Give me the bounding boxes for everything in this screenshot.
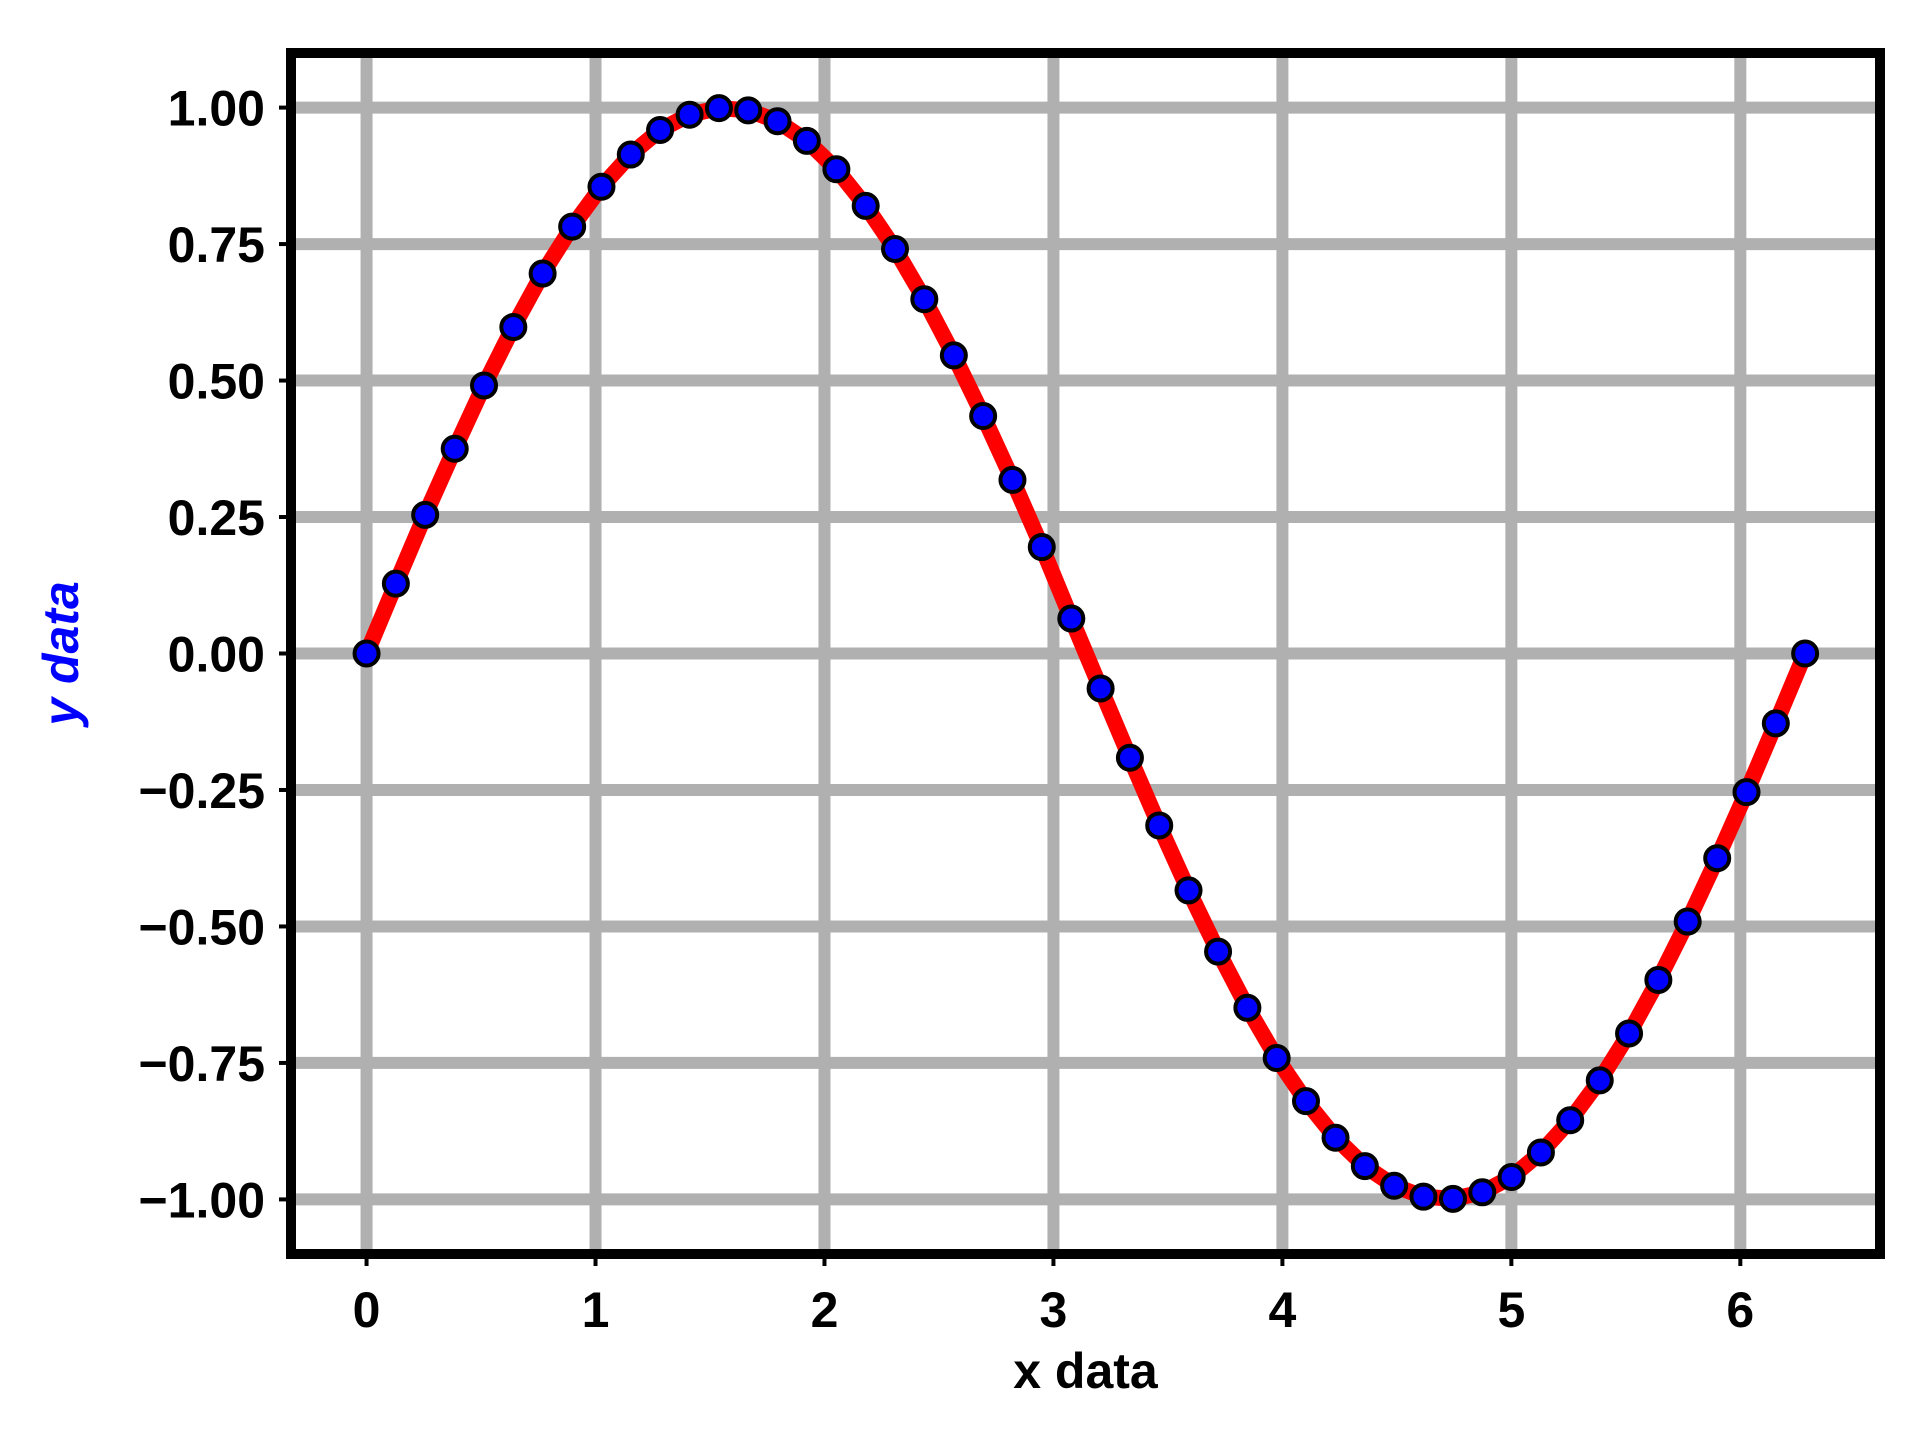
data-point — [792, 126, 821, 155]
x-tick-label: 6 — [1726, 1282, 1754, 1338]
data-point — [939, 341, 968, 370]
data-point — [1791, 639, 1820, 668]
data-point — [998, 465, 1027, 494]
data-point — [881, 234, 910, 263]
data-point — [1556, 1106, 1585, 1135]
y-tick-label: −0.50 — [138, 899, 265, 955]
data-point — [1468, 1178, 1497, 1207]
y-tick-label: 0.75 — [168, 217, 265, 273]
data-point — [969, 402, 998, 431]
data-point — [440, 434, 469, 463]
y-tick-label: −0.25 — [138, 763, 265, 819]
data-point — [1057, 604, 1086, 633]
data-point — [1732, 778, 1761, 807]
data-point — [1380, 1171, 1409, 1200]
data-point — [470, 371, 499, 400]
data-point — [528, 259, 557, 288]
data-point — [1321, 1123, 1350, 1152]
data-point — [499, 313, 528, 342]
y-tick-label: 1.00 — [168, 81, 265, 137]
x-tick-label: 0 — [353, 1282, 381, 1338]
data-point — [1615, 1019, 1644, 1048]
data-point — [1086, 674, 1115, 703]
x-tick-label: 1 — [582, 1282, 610, 1338]
data-point — [1644, 965, 1673, 994]
y-axis-label: y data — [33, 581, 89, 729]
data-point — [1761, 709, 1790, 738]
data-point — [851, 191, 880, 220]
data-point — [616, 140, 645, 169]
y-tick-label: 0.00 — [168, 627, 265, 683]
x-axis-label: x data — [1013, 1343, 1159, 1399]
data-point — [704, 94, 733, 123]
data-point — [763, 107, 792, 136]
data-point — [1350, 1152, 1379, 1181]
data-point — [910, 285, 939, 314]
data-point — [1673, 907, 1702, 936]
data-point — [1174, 876, 1203, 905]
data-point — [1585, 1066, 1614, 1095]
data-point — [734, 96, 763, 125]
ticks — [279, 105, 1743, 1266]
x-tick-label: 2 — [811, 1282, 839, 1338]
data-point — [381, 569, 410, 598]
x-tick-label: 3 — [1040, 1282, 1068, 1338]
tick-labels: 0 1 2 3 4 5 6 1.00 0.75 0.50 0.25 0.00 −0.25 −0.50 −0.… — [138, 81, 1754, 1338]
data-point — [352, 639, 381, 668]
data-point — [646, 115, 675, 144]
data-point — [675, 100, 704, 129]
data-point — [1145, 811, 1174, 840]
data-point — [822, 155, 851, 184]
data-point — [1233, 993, 1262, 1022]
x-tick-label: 4 — [1269, 1282, 1297, 1338]
y-tick-label: 0.25 — [168, 490, 265, 546]
data-point — [1497, 1163, 1526, 1192]
data-point — [1262, 1044, 1291, 1073]
data-point — [1027, 533, 1056, 562]
data-point — [1438, 1184, 1467, 1213]
series-layer — [352, 94, 1820, 1213]
y-tick-label: 0.50 — [168, 354, 265, 410]
x-tick-label: 5 — [1497, 1282, 1525, 1338]
data-point — [1703, 844, 1732, 873]
data-point — [1115, 743, 1144, 772]
y-tick-label: −0.75 — [138, 1036, 265, 1092]
data-point — [1291, 1087, 1320, 1116]
data-point — [1409, 1182, 1438, 1211]
data-point — [1204, 937, 1233, 966]
data-point — [558, 212, 587, 241]
y-tick-label: −1.00 — [138, 1172, 265, 1228]
data-point — [411, 500, 440, 529]
data-point — [587, 172, 616, 201]
data-point — [1526, 1138, 1555, 1167]
